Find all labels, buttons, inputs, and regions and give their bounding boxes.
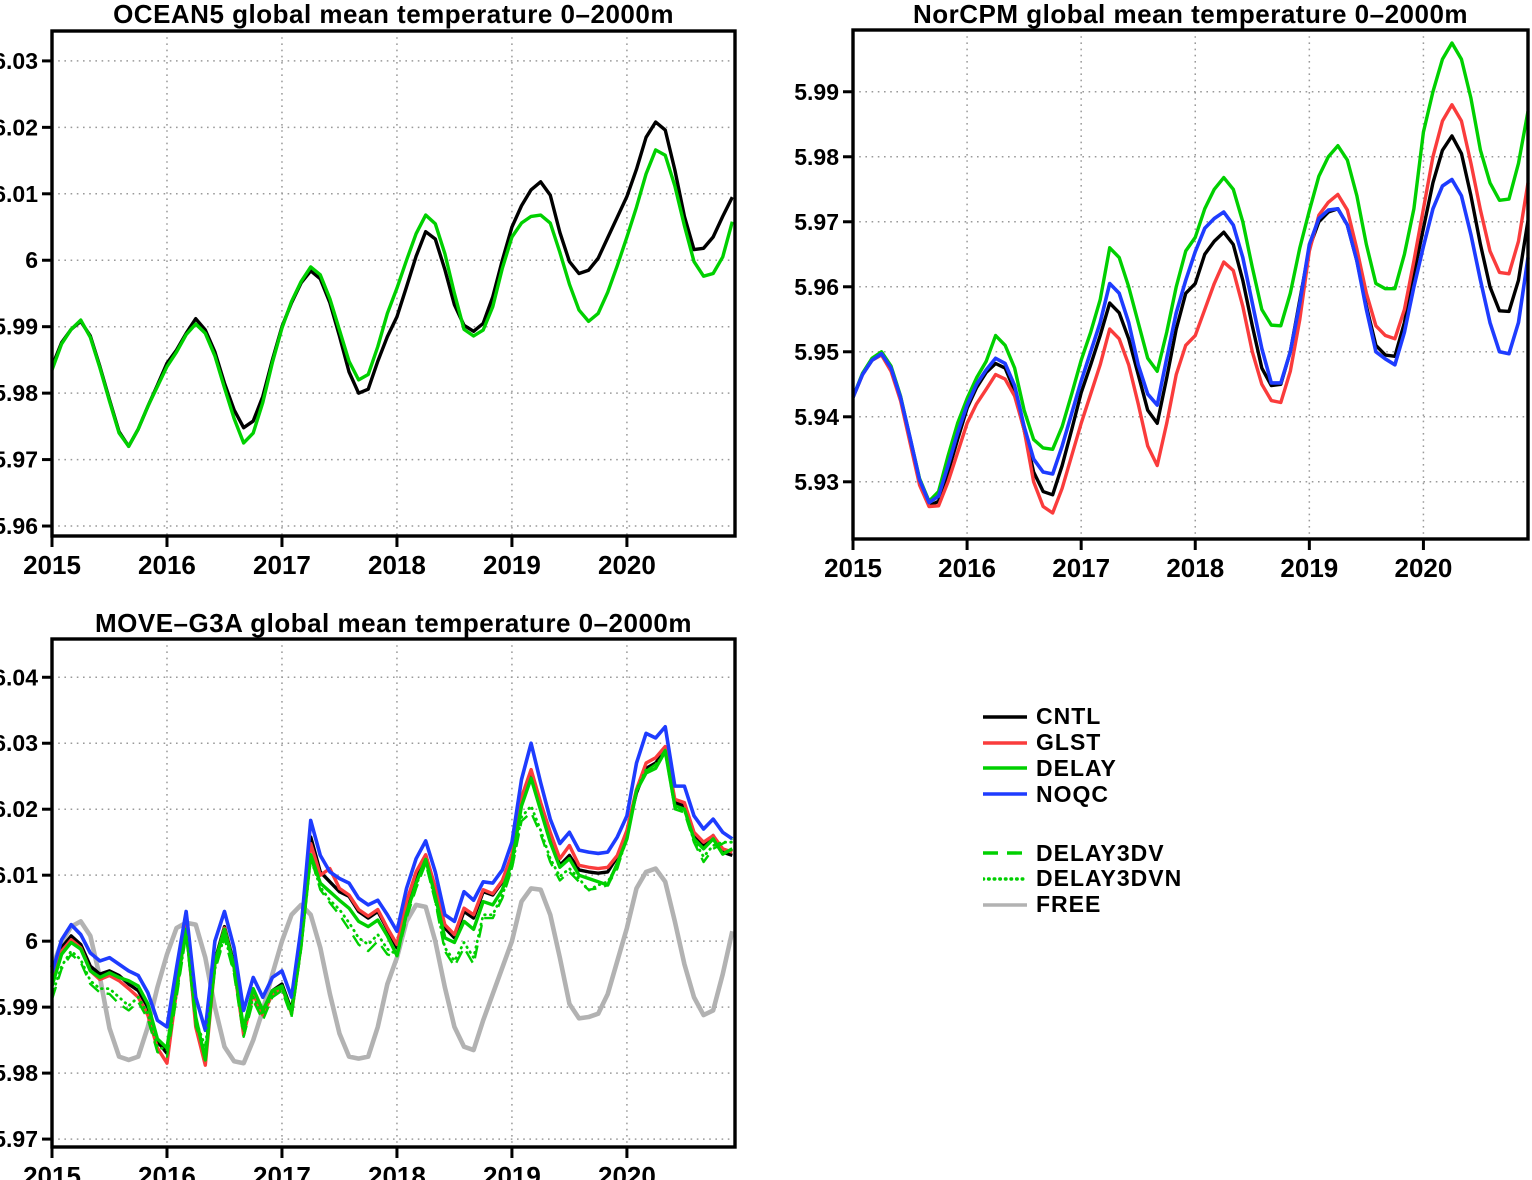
ocean5-line-delay (50, 148, 734, 448)
y-tick-label: 5.95 (794, 339, 839, 365)
cntl-line-swatch (983, 711, 1027, 723)
axis-ticks (42, 675, 629, 1158)
plot-frame (50, 29, 737, 538)
legend-label: DELAY (1036, 755, 1117, 781)
legend-label: DELAY3DV (1036, 839, 1165, 866)
axis-ticks (42, 59, 629, 547)
x-tick-label: 2015 (23, 1161, 81, 1180)
x-tick-label: 2017 (253, 550, 311, 580)
norcpm-line-glst (851, 103, 1530, 515)
legend-spacer (983, 807, 1182, 840)
chart-title-norcpm: NorCPM global mean temperature 0–2000m (912, 0, 1469, 29)
y-tick-label: 5.99 (0, 314, 38, 340)
glst-line-swatch (983, 737, 1027, 749)
y-tick-label: 5.94 (794, 404, 839, 430)
x-tick-label: 2018 (1166, 553, 1224, 583)
y-tick-label: 6.02 (0, 114, 38, 140)
legend-label: DELAY3DVN (1036, 865, 1183, 892)
delay-line-swatch (983, 762, 1027, 774)
move-g3a-line-free (49, 866, 735, 1066)
x-tick-label: 2020 (1394, 553, 1452, 583)
move-g3a-line-delay3dvn (50, 749, 734, 1052)
legend-item-free: FREE (983, 891, 1182, 918)
legend-label: FREE (1036, 891, 1102, 918)
gridlines (51, 639, 735, 1147)
axis-ticks (843, 90, 1425, 550)
noqc-line-swatch (983, 788, 1027, 800)
y-tick-label: 6.04 (0, 664, 38, 690)
norcpm-chart: 2015 2016 2017 2018 2019 2020 5.99 5.98 5.97 5.96… (794, 28, 1530, 583)
x-tick-label: 2019 (483, 1161, 541, 1180)
norcpm-line-noqc (851, 177, 1530, 505)
y-tick-label: 5.93 (794, 469, 839, 495)
x-tick-label: 2019 (483, 550, 541, 580)
legend-item-glst: GLST (983, 729, 1182, 756)
y-tick-label: 5.98 (0, 1060, 38, 1086)
ocean5-chart: 2015 2016 2017 2018 2019 2020 6.03 6.02 6.01 6 5.9… (0, 29, 737, 580)
legend-item-delay3dvn: DELAY3DVN (983, 865, 1183, 892)
free-line-swatch (983, 899, 1027, 911)
y-tick-label: 5.97 (0, 447, 38, 473)
legend-label: CNTL (1036, 703, 1102, 730)
x-tick-label: 2020 (598, 550, 656, 580)
x-tick-label: 2017 (1052, 553, 1110, 583)
chart-title-ocean5: OCEAN5 global mean temperature 0–2000m (113, 0, 674, 29)
y-tick-label: 6.01 (0, 181, 38, 207)
y-tick-label: 5.96 (794, 274, 839, 300)
y-tick-label: 5.97 (0, 1126, 38, 1152)
x-tick-label: 2020 (598, 1161, 656, 1180)
plot-frame (50, 637, 737, 1149)
x-tick-label: 2016 (138, 550, 196, 580)
move-g3a-line-glst (50, 744, 733, 1067)
y-tick-label: 5.97 (794, 209, 839, 235)
delay3dvn-line-swatch (983, 873, 1027, 885)
delay3dv-line-swatch (983, 847, 1027, 859)
y-tick-label: 6.03 (0, 48, 38, 74)
y-tick-label: 6.02 (0, 796, 38, 822)
y-tick-label: 5.99 (0, 994, 38, 1020)
y-tick-label: 5.96 (0, 513, 38, 539)
legend-item-cntl: CNTL (983, 703, 1182, 730)
gridlines (51, 31, 735, 536)
plot-frame (851, 28, 1530, 541)
ocean5-line-cntl (50, 120, 734, 448)
legend-item-delay3dv: DELAY3DV (983, 840, 1182, 866)
legend-item-noqc: NOQC (983, 781, 1182, 807)
chart-title-move-g3a: MOVE–G3A global mean temperature 0–2000m (94, 608, 693, 638)
legend-label: NOQC (1036, 780, 1109, 807)
x-tick-label: 2015 (824, 553, 882, 583)
legend-label: GLST (1036, 729, 1102, 756)
x-tick-label: 2017 (253, 1161, 311, 1180)
x-tick-label: 2018 (368, 550, 426, 580)
y-tick-label: 6 (25, 247, 38, 273)
x-tick-label: 2016 (138, 1161, 196, 1180)
y-tick-label: 6.03 (0, 730, 38, 756)
legend-item-delay: DELAY (983, 755, 1182, 782)
y-tick-label: 6 (25, 928, 38, 954)
norcpm-line-delay (851, 41, 1530, 503)
move-g3a-line-noqc (50, 724, 734, 1033)
x-tick-label: 2018 (368, 1161, 426, 1180)
y-tick-label: 6.01 (0, 862, 38, 888)
y-tick-label: 5.99 (794, 79, 839, 105)
x-tick-label: 2016 (938, 553, 996, 583)
y-tick-label: 5.98 (0, 380, 38, 406)
y-tick-label: 5.98 (794, 144, 839, 170)
x-tick-label: 2019 (1280, 553, 1338, 583)
move-g3a-chart: 2015 2016 2017 2018 2019 2020 6.04 6.03 6.02 6.01… (0, 637, 737, 1180)
x-tick-label: 2015 (23, 550, 81, 580)
legend: CNTL GLST DELAY NOQC DELAY3DV DELAY3DVN … (983, 703, 1183, 918)
